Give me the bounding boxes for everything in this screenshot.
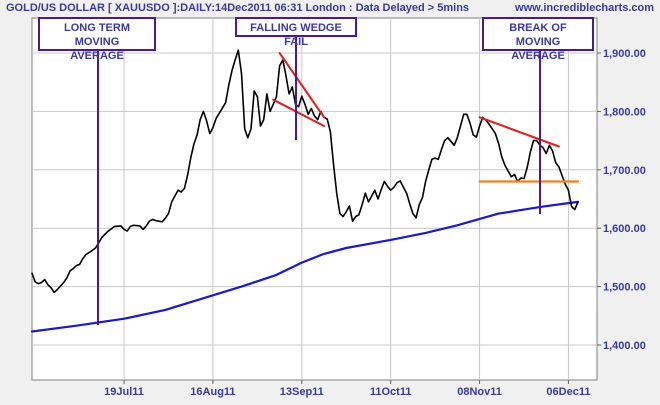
price-line	[31, 49, 579, 294]
y-tick-label: 1,400.00	[603, 340, 646, 352]
x-tick-label: 08Nov11	[457, 386, 502, 398]
annotation-long-term-ma-line2: AVERAGE	[70, 50, 124, 62]
resistance-trendline	[478, 116, 560, 148]
x-tick-label: 13Sep11	[280, 386, 324, 398]
plot-area	[31, 17, 598, 381]
annotation-falling-wedge: FALLING WEDGE FAIL	[235, 17, 357, 48]
annotation-long-term-ma-line1: LONG TERM MOVING	[64, 22, 130, 48]
y-tick-label: 1,500.00	[603, 282, 646, 294]
site-url: www.incrediblecharts.com	[515, 2, 654, 14]
annotation-falling-wedge-line1: FALLING WEDGE FAIL	[250, 22, 342, 48]
annotation-long-term-ma: LONG TERM MOVING AVERAGE	[38, 17, 156, 62]
annotation-break-ma: BREAK OF MOVING AVERAGE	[482, 17, 594, 62]
series-layer	[30, 49, 580, 333]
chart-title: GOLD/US DOLLAR [ XAUUSDO ]:DAILY:14Dec20…	[6, 2, 470, 14]
grid	[32, 18, 601, 384]
y-tick-label: 1,800.00	[603, 106, 646, 118]
y-tick-label: 1,700.00	[603, 165, 646, 177]
annotation-pointers	[97, 37, 541, 325]
y-tick-label: 1,600.00	[603, 223, 646, 235]
wedge-upper-trendline	[278, 52, 325, 119]
moving-average-line	[30, 200, 580, 333]
x-tick-label: 11Oct11	[370, 386, 412, 398]
x-tick-label: 19Jul11	[104, 386, 144, 398]
y-tick-label: 1,900.00	[603, 48, 646, 60]
x-tick-label: 06Dec11	[546, 386, 590, 398]
annotation-break-ma-line1: BREAK OF MOVING	[509, 22, 567, 48]
x-axis: 19Jul11 16Aug11 13Sep11 11Oct11 08Nov11 06Dec…	[104, 386, 590, 398]
wedge-lower-trendline	[272, 98, 325, 127]
y-axis: 1,400.00 1,500.00 1,600.00 1,700.00 1,800.00…	[603, 48, 646, 352]
x-tick-label: 16Aug11	[190, 386, 235, 398]
annotation-break-ma-line2: AVERAGE	[511, 50, 565, 62]
